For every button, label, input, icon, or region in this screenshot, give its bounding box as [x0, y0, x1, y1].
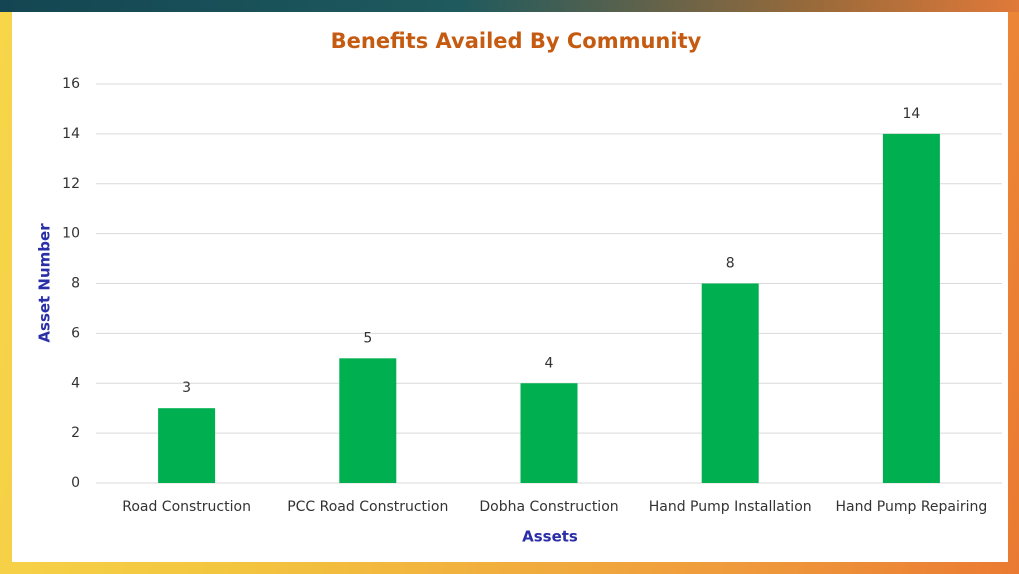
y-tick-label: 12: [62, 176, 80, 192]
bar: [339, 358, 397, 483]
bar: [882, 133, 940, 483]
y-tick-label: 8: [71, 276, 80, 292]
x-tick-label: Hand Pump Repairing: [835, 499, 987, 515]
data-label: 14: [902, 106, 920, 122]
chart-title: Benefits Availed By Community: [331, 29, 702, 53]
x-tick-label: PCC Road Construction: [287, 499, 448, 515]
y-tick-label: 0: [71, 475, 80, 491]
y-tick-label: 4: [71, 375, 80, 391]
y-axis-title: Asset Number: [36, 223, 54, 343]
top-band: [0, 0, 1019, 12]
y-tick-label: 16: [62, 76, 80, 92]
data-label: 3: [182, 380, 191, 396]
x-tick-label: Road Construction: [122, 499, 251, 515]
bar: [158, 408, 216, 483]
y-tick-label: 2: [71, 425, 80, 441]
x-tick-label: Hand Pump Installation: [649, 499, 812, 515]
data-label: 8: [726, 256, 735, 272]
y-tick-label: 6: [71, 325, 80, 341]
bar: [520, 383, 578, 483]
bar: [701, 283, 759, 483]
x-tick-label: Dobha Construction: [479, 499, 618, 515]
data-label: 5: [363, 330, 372, 346]
y-tick-label: 10: [62, 226, 80, 242]
y-tick-label: 14: [62, 126, 80, 142]
data-label: 4: [545, 355, 554, 371]
x-axis-title: Assets: [522, 528, 578, 546]
